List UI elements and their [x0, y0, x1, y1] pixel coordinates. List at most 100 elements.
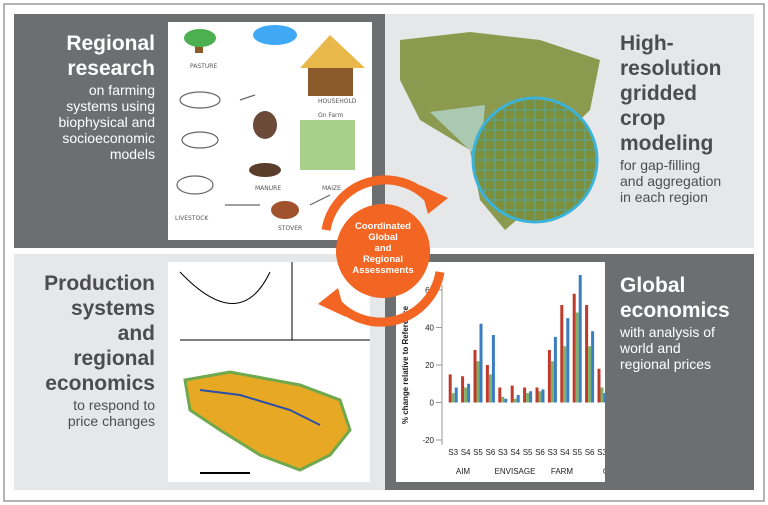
panel-body: models [110, 146, 155, 162]
x-tick-label: S5 [473, 448, 483, 457]
bar [560, 305, 564, 403]
panel-title: modeling [620, 132, 713, 155]
bar [578, 275, 582, 403]
sketch-label: LIVESTOCK [175, 215, 209, 222]
panel-body: in each region [620, 189, 708, 205]
bar [491, 335, 495, 403]
bar [535, 387, 539, 403]
panel-body: price changes [68, 413, 155, 429]
x-tick-label: S4 [560, 448, 570, 457]
bar [516, 395, 520, 403]
bar [479, 323, 483, 403]
bar [464, 387, 468, 403]
bar [461, 376, 465, 403]
x-tick-label: S4 [510, 448, 520, 457]
group-label: G [603, 467, 609, 476]
bar [585, 305, 589, 403]
panel-body: and aggregation [620, 173, 721, 189]
bar [485, 365, 489, 403]
bar [523, 387, 527, 403]
bar [541, 389, 545, 403]
x-tick-label: S4 [461, 448, 471, 457]
bar [538, 391, 542, 403]
bar [488, 374, 492, 403]
panel-title: economics [45, 372, 155, 395]
x-tick-label: S5 [523, 448, 533, 457]
center-label: Coordinated [355, 221, 411, 232]
panel-title: Production [44, 272, 155, 295]
panel-body: on farming [89, 82, 155, 98]
x-tick-label: S3 [548, 448, 558, 457]
panel-title: regional [73, 347, 155, 370]
center-cycle [318, 175, 448, 327]
panel-title: gridded [620, 82, 697, 105]
bar [563, 346, 567, 403]
panel-body: systems using [66, 98, 155, 114]
farm-sketch [168, 22, 372, 240]
bar [513, 398, 517, 403]
center-label: and [375, 243, 392, 254]
y-tick-label: 40 [425, 324, 434, 333]
bar [501, 396, 505, 403]
y-axis-label: % change relative to Reference [401, 305, 410, 424]
sketch-label: On Farm [318, 112, 343, 119]
x-tick-label: S3 [498, 448, 508, 457]
panel-title: Global [620, 274, 685, 297]
sketch-label: HOUSEHOLD [318, 98, 357, 105]
group-label: AIM [456, 467, 471, 476]
panel-title: economics [620, 299, 730, 322]
panel-title: systems [71, 297, 155, 320]
bar [603, 393, 605, 403]
x-tick-label: S6 [585, 448, 595, 457]
bar [529, 391, 533, 403]
panel-title: and [118, 322, 155, 345]
bar [566, 318, 570, 403]
panel-title: crop [620, 107, 666, 130]
bar [467, 383, 471, 403]
bar [550, 361, 554, 403]
panel-body: socioeconomic [62, 130, 155, 146]
y-tick-label: 0 [430, 399, 435, 408]
bar [448, 374, 452, 403]
y-tick-label: -20 [422, 436, 434, 445]
bar [588, 346, 592, 403]
panel-body: biophysical and [58, 114, 155, 130]
panel-title: resolution [620, 57, 722, 80]
bar [575, 312, 579, 403]
bar [451, 393, 455, 403]
sketch-label: MAIZE [322, 185, 341, 192]
sketch-label: PASTURE [190, 63, 217, 70]
bar [591, 331, 595, 403]
bar [553, 336, 557, 403]
panel-title: research [67, 57, 155, 80]
center-label: Regional [363, 254, 403, 265]
group-label: ENVISAGE [495, 467, 536, 476]
group-label: FARM [551, 467, 574, 476]
panel-title: Regional [66, 32, 155, 55]
y-tick-label: 20 [425, 361, 434, 370]
panel-body: to respond to [73, 397, 155, 413]
bar [510, 385, 514, 403]
bar [504, 398, 508, 403]
x-tick-label: S3 [597, 448, 607, 457]
x-tick-label: S3 [448, 448, 458, 457]
bar [547, 350, 551, 403]
panel-body: with analysis of [619, 324, 715, 340]
center-label: Assessments [352, 265, 413, 276]
bar [572, 293, 576, 403]
panel-body: for gap-filling [620, 157, 700, 173]
x-tick-label: S5 [572, 448, 582, 457]
bar [600, 387, 604, 403]
bar [476, 361, 480, 403]
bar [498, 387, 502, 403]
bar [526, 393, 530, 403]
sketch-label: STOVER [278, 225, 302, 232]
bar [454, 387, 458, 403]
bar [473, 350, 477, 403]
panel-body: regional prices [620, 356, 711, 372]
x-tick-label: S6 [486, 448, 496, 457]
sketch-label: MANURE [255, 185, 281, 192]
panel-body: world and [619, 340, 681, 356]
center-label: Global [368, 232, 398, 243]
